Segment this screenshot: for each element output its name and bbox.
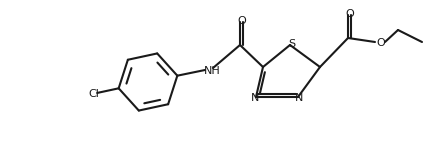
Text: N: N	[251, 93, 259, 103]
Text: NH: NH	[204, 66, 221, 76]
Text: O: O	[346, 9, 354, 19]
Text: O: O	[377, 38, 385, 48]
Text: S: S	[289, 39, 296, 49]
Text: N: N	[295, 93, 303, 103]
Text: O: O	[238, 16, 246, 26]
Text: Cl: Cl	[89, 89, 99, 99]
